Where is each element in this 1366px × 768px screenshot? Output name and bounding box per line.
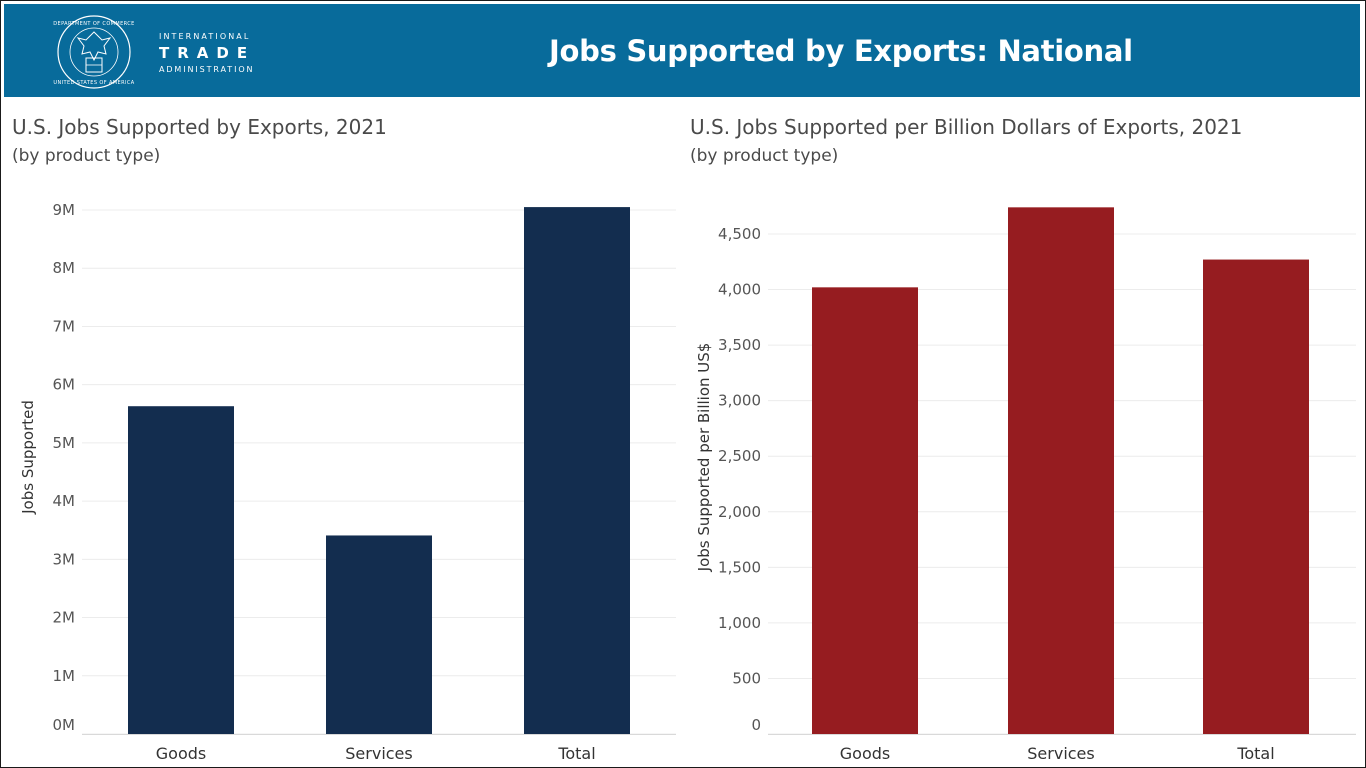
chart2-jobs-per-billion: 0 500 1,000 1,500 2,000 2,500 3,000 3,500 4,000 4… [695,207,1356,763]
chart1-jobs-supported: 0M 1M 2M 3M 4M 5M 6M 7M 8M 9M Goods Services Total Jo… [19,201,676,763]
y-tick-label: 0 [751,716,761,734]
logo-line-trade: TRADE [159,44,256,62]
x-category-label: Total [557,744,595,763]
y-tick-label: 4M [53,492,76,510]
chart1-subtitle: (by product type) [12,146,161,166]
commerce-seal-logo: DEPARTMENT OF COMMERCE UNITED STATES OF … [53,15,134,89]
y-tick-label: 2M [53,609,76,627]
y-tick-label: 2,500 [718,447,761,465]
y-tick-label: 7M [53,317,76,335]
y-tick-label: 3,000 [718,392,761,410]
y-tick-label: 8M [53,259,76,277]
y-tick-label: 1M [53,667,76,685]
y-tick-label: 1,500 [718,558,761,576]
chart2-title: U.S. Jobs Supported per Billion Dollars … [690,115,1243,139]
y-tick-label: 3M [53,550,76,568]
bar-total[interactable] [1203,259,1309,734]
y-tick-label: 4,000 [718,281,761,299]
x-category-label: Goods [840,744,890,763]
logo-line-international: INTERNATIONAL [159,32,251,41]
bar-goods[interactable] [812,287,918,734]
svg-text:DEPARTMENT OF COMMERCE: DEPARTMENT OF COMMERCE [53,21,134,27]
y-axis-label: Jobs Supported per Billion US$ [695,343,713,573]
bar-total[interactable] [524,207,630,735]
page-title: Jobs Supported by Exports: National [549,34,1133,68]
x-category-label: Goods [156,744,206,763]
y-tick-label: 1,000 [718,614,761,632]
y-tick-label: 6M [53,376,76,394]
y-axis-label: Jobs Supported [19,400,37,515]
y-tick-label: 2,000 [718,503,761,521]
bar-goods[interactable] [128,406,234,734]
y-tick-label: 4,500 [718,225,761,243]
logo-line-administration: ADMINISTRATION [159,65,255,74]
bar-services[interactable] [1008,207,1114,735]
y-tick-label: 5M [53,434,76,452]
y-tick-label: 9M [53,201,76,219]
bar-services[interactable] [326,535,432,734]
y-tick-label: 3,500 [718,336,761,354]
x-category-label: Services [1027,744,1094,763]
x-category-label: Total [1236,744,1274,763]
x-category-label: Services [345,744,412,763]
y-tick-label: 0M [53,716,76,734]
svg-text:UNITED STATES OF AMERICA: UNITED STATES OF AMERICA [53,80,134,86]
chart1-title: U.S. Jobs Supported by Exports, 2021 [12,115,387,139]
header-banner: DEPARTMENT OF COMMERCE UNITED STATES OF … [4,4,1360,97]
y-tick-label: 500 [732,669,761,687]
chart2-subtitle: (by product type) [690,146,839,166]
